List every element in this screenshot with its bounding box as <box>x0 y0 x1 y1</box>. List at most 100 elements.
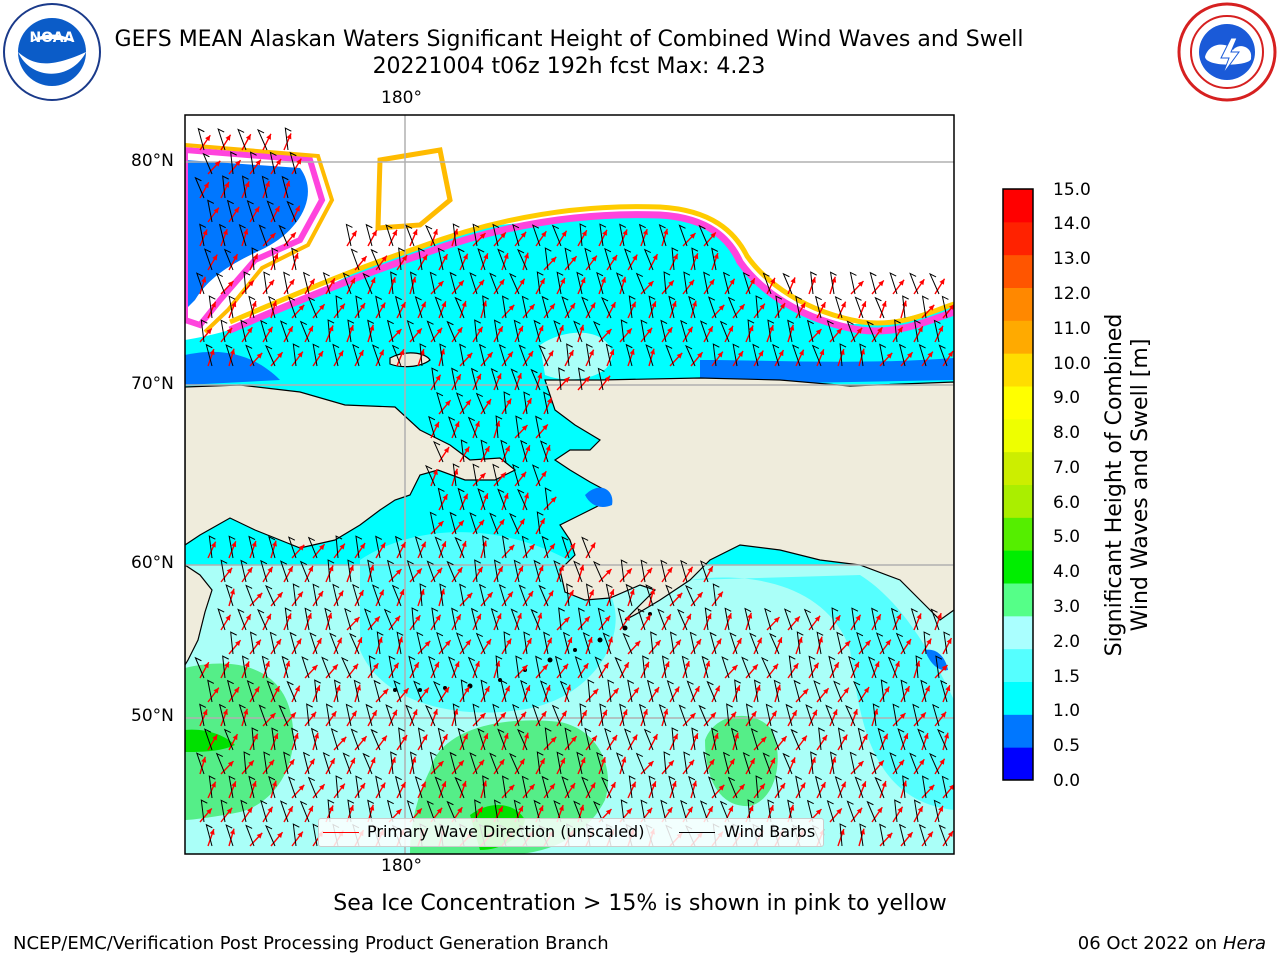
wind-barb <box>431 607 439 631</box>
wind-barb <box>638 223 646 247</box>
wind-barb <box>437 247 445 271</box>
wave-arrow-head <box>415 615 421 622</box>
wind-barb <box>685 344 696 367</box>
wave-arrow-head <box>623 662 629 669</box>
wave-arrow-head <box>435 614 441 621</box>
wave-arrow-head <box>251 780 257 787</box>
wind-barb <box>767 319 775 343</box>
wave-arrow-head <box>644 661 649 668</box>
wind-barb <box>775 775 783 799</box>
wave-arrow-head <box>420 301 426 308</box>
wind-barb <box>773 679 781 703</box>
wind-barb <box>699 800 709 823</box>
wind-barb <box>268 295 276 319</box>
wind-barb <box>426 800 436 823</box>
wind-barb <box>826 799 835 823</box>
wind-barb <box>200 799 208 823</box>
wind-barb <box>352 343 360 367</box>
wind-barb <box>251 247 259 271</box>
wind-barb <box>556 271 564 295</box>
wind-barb <box>459 343 467 367</box>
wave-arrow-head <box>243 228 249 235</box>
wind-barb <box>469 272 478 295</box>
wind-barb <box>933 799 941 823</box>
wave-arrow-head <box>751 711 757 718</box>
wave-arrow-head <box>686 613 691 620</box>
wave-arrow-head <box>907 832 913 839</box>
wind-barb <box>390 751 397 775</box>
wave-arrow-head <box>897 806 903 813</box>
wave-arrow-head <box>773 617 780 623</box>
wind-barb <box>941 775 949 799</box>
wind-barb <box>208 295 216 319</box>
wind-barb <box>373 679 381 703</box>
wave-arrow-head <box>843 687 849 694</box>
wind-barb <box>426 560 436 583</box>
wave-arrow-head <box>243 708 249 715</box>
wind-barb <box>879 343 887 367</box>
wave-arrow-head <box>775 684 781 691</box>
wave-arrow-head <box>309 278 315 285</box>
wave-arrow-head <box>584 376 590 383</box>
colorbar-segment <box>1003 418 1033 453</box>
wind-barb <box>869 271 877 295</box>
wave-arrow-head <box>231 541 237 548</box>
wave-arrow-head <box>713 252 719 259</box>
wave-arrow-head <box>550 256 557 263</box>
wave-arrow-head <box>737 351 744 358</box>
wave-arrow-head <box>752 664 758 671</box>
wind-barb <box>517 728 528 751</box>
wind-barb <box>265 344 276 367</box>
wave-arrow-head <box>778 350 784 357</box>
wind-barb <box>375 775 383 799</box>
wind-barb <box>246 679 255 703</box>
wave-arrow-head <box>821 735 828 742</box>
wind-barb <box>645 584 654 607</box>
wave-arrow-head <box>309 758 315 765</box>
wave-arrow-head <box>251 300 257 307</box>
wave-arrow-head <box>920 712 926 719</box>
wave-arrow-head <box>445 400 451 407</box>
wave-arrow-head <box>800 782 806 789</box>
wave-arrow-head <box>437 761 444 767</box>
wind-barb <box>425 224 436 247</box>
wave-arrow-head <box>629 588 635 595</box>
wind-barb <box>222 175 229 199</box>
wind-barb <box>665 584 675 607</box>
wind-barb <box>910 607 919 631</box>
wave-arrow-head <box>378 589 384 596</box>
wave-arrow-head <box>403 688 409 695</box>
wave-arrow-head <box>371 710 377 717</box>
wind-barb <box>245 344 255 367</box>
wave-arrow-head <box>899 713 906 719</box>
wave-arrow-head <box>665 614 671 621</box>
wind-barb <box>846 320 856 343</box>
wave-arrow-head <box>647 761 654 767</box>
wave-arrow-head <box>749 758 755 765</box>
wave-arrow-head <box>497 806 503 813</box>
wave-arrow-head <box>579 324 585 331</box>
wind-barb <box>706 680 717 703</box>
wave-arrow-head <box>549 543 555 550</box>
wind-barb <box>257 608 268 631</box>
colorbar-segment <box>1003 583 1033 617</box>
wind-barb <box>544 487 552 511</box>
wave-arrow-head <box>287 326 293 333</box>
wind-barb <box>938 824 948 847</box>
wave-arrow-head <box>289 759 295 766</box>
wind-barb <box>619 223 627 247</box>
wind-barb <box>439 343 447 367</box>
colorbar-tick: 3.0 <box>1053 597 1081 617</box>
wind-barb <box>551 704 562 727</box>
wind-barb <box>396 631 404 655</box>
wind-barb <box>408 655 416 679</box>
wave-arrow-head <box>801 735 807 742</box>
wave-arrow-head <box>621 756 627 763</box>
wave-arrow-head <box>819 349 825 356</box>
wave-arrow-head <box>716 638 722 645</box>
wave-arrow-head <box>477 566 483 573</box>
wave-arrow-head <box>434 661 439 668</box>
wind-barb <box>573 560 583 583</box>
wave-arrow-head <box>523 732 529 739</box>
wind-barb <box>762 752 772 775</box>
